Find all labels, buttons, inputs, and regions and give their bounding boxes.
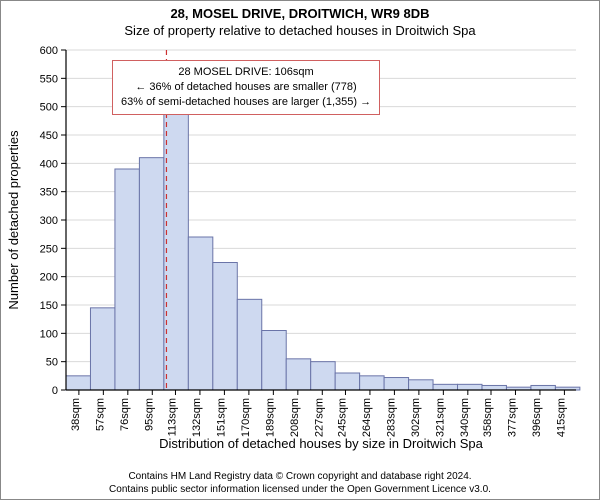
info-line-larger: 63% of semi-detached houses are larger (…: [121, 95, 371, 110]
x-tick-label: 95sqm: [143, 398, 155, 431]
y-tick-label: 350: [40, 187, 58, 199]
x-tick-label: 340sqm: [459, 398, 471, 437]
x-tick-label: 245sqm: [336, 398, 348, 437]
footer-copyright-1: Contains HM Land Registry data © Crown c…: [0, 470, 600, 483]
x-tick-label: 189sqm: [264, 398, 276, 437]
x-tick-label: 302sqm: [410, 398, 422, 437]
x-axis-label: Distribution of detached houses by size …: [159, 436, 483, 451]
histogram-bar: [115, 169, 139, 390]
x-tick-label: 76sqm: [119, 398, 131, 431]
histogram-bar: [360, 376, 384, 390]
property-info-box: 28 MOSEL DRIVE: 106sqm ← 36% of detached…: [112, 60, 380, 115]
y-tick-label: 50: [46, 357, 58, 369]
histogram-bar: [458, 384, 482, 390]
y-tick-label: 600: [40, 45, 58, 57]
footer-copyright-2: Contains public sector information licen…: [0, 483, 600, 496]
histogram-bar: [286, 359, 310, 390]
y-axis-label: Number of detached properties: [6, 130, 21, 310]
y-tick-label: 100: [40, 328, 58, 340]
histogram-bar: [409, 380, 433, 390]
x-tick-label: 358sqm: [482, 398, 494, 437]
histogram-bar: [188, 237, 212, 390]
y-tick-label: 0: [52, 385, 58, 397]
y-tick-label: 400: [40, 158, 58, 170]
x-tick-label: 396sqm: [531, 398, 543, 437]
x-tick-label: 57sqm: [94, 398, 106, 431]
x-tick-label: 264sqm: [361, 398, 373, 437]
y-tick-label: 500: [40, 102, 58, 114]
x-tick-label: 113sqm: [166, 398, 178, 436]
histogram-bar: [164, 107, 188, 390]
x-tick-label: 227sqm: [313, 398, 325, 437]
histogram-bar: [482, 385, 506, 390]
histogram-bar: [66, 376, 90, 390]
histogram-bar: [262, 331, 286, 391]
histogram-bar: [311, 362, 335, 390]
x-tick-label: 283sqm: [385, 398, 397, 437]
histogram-bar: [237, 299, 261, 390]
y-tick-label: 300: [40, 215, 58, 227]
histogram-bar: [531, 385, 555, 390]
info-line-smaller: ← 36% of detached houses are smaller (77…: [121, 80, 371, 95]
histogram-bar: [139, 158, 163, 390]
histogram-bar: [384, 378, 408, 390]
y-tick-label: 250: [40, 243, 58, 255]
x-tick-label: 415sqm: [555, 398, 567, 437]
info-line-size: 28 MOSEL DRIVE: 106sqm: [121, 65, 371, 80]
histogram-bar: [90, 308, 114, 390]
y-tick-label: 150: [40, 300, 58, 312]
histogram-bar: [335, 373, 359, 390]
x-tick-label: 170sqm: [240, 398, 252, 437]
x-tick-label: 38sqm: [70, 398, 82, 431]
histogram-bar: [213, 263, 237, 391]
x-tick-label: 321sqm: [434, 398, 446, 437]
y-tick-label: 450: [40, 130, 58, 142]
x-tick-label: 151sqm: [215, 398, 227, 437]
x-tick-label: 132sqm: [191, 398, 203, 437]
y-tick-label: 550: [40, 73, 58, 85]
x-tick-label: 208sqm: [289, 398, 301, 437]
x-tick-label: 377sqm: [506, 398, 518, 437]
histogram-bar: [433, 384, 457, 390]
y-tick-label: 200: [40, 272, 58, 284]
